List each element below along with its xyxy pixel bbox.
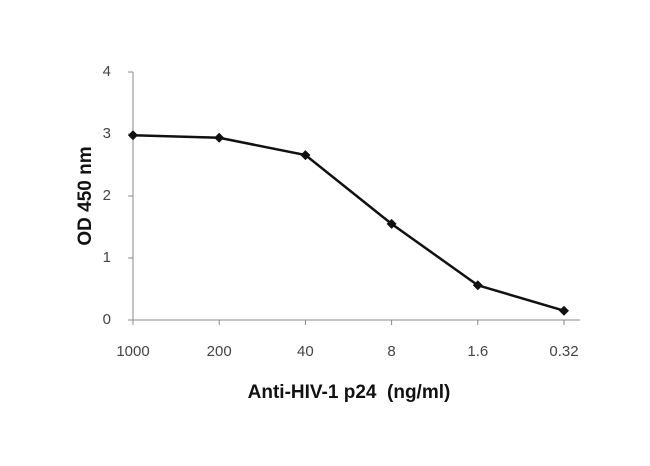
- x-tick-label: 8: [387, 343, 395, 360]
- x-tick-label: 1000: [116, 343, 149, 360]
- point: [214, 132, 225, 143]
- y-tick-label: 1: [103, 249, 111, 266]
- point: [386, 218, 397, 229]
- point: [472, 280, 483, 291]
- x-tick-label: 200: [207, 343, 232, 360]
- x-tick-label: 40: [297, 343, 314, 360]
- line: [132, 133, 565, 312]
- x-axis-title: Anti-HIV-1 p24 (ng/ml): [248, 382, 451, 403]
- y-tick-label: 4: [103, 63, 111, 80]
- point: [559, 305, 569, 316]
- x-tick-label: 0.32: [549, 343, 578, 360]
- y-tick-label: 3: [103, 125, 111, 142]
- y-tick-label: 0: [103, 311, 111, 328]
- x-tick-label: 1.6: [467, 343, 488, 360]
- point: [300, 150, 311, 161]
- y-axis-title: OD 450 nm: [75, 146, 96, 245]
- point: [128, 130, 138, 141]
- y-tick-label: 2: [103, 187, 111, 204]
